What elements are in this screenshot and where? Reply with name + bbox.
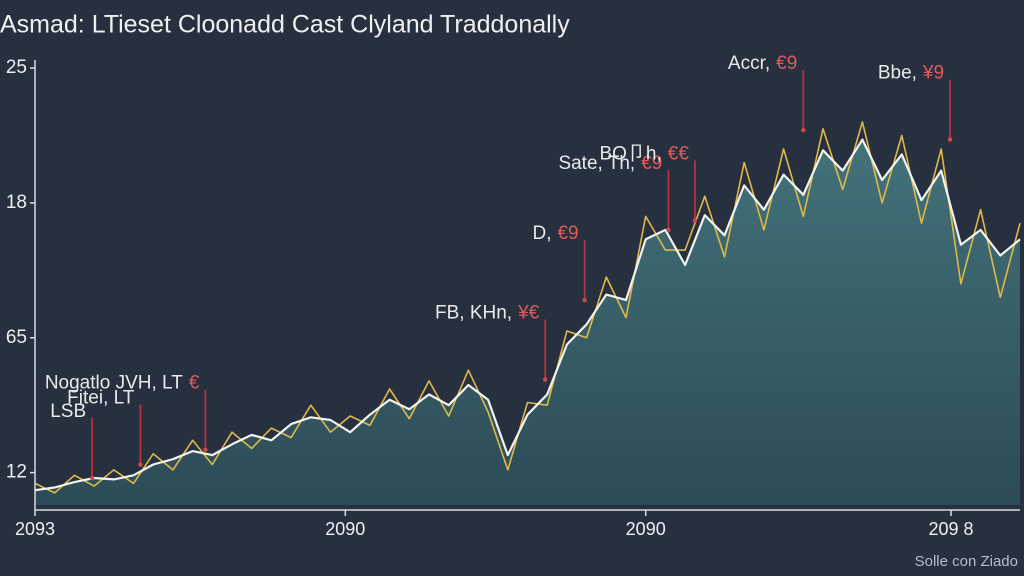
x-tick-label: 2093	[15, 519, 55, 539]
x-tick-label: 209 8	[929, 519, 974, 539]
annotation-point	[692, 218, 698, 223]
annotation-tag: €9	[641, 153, 662, 174]
y-tick-label: 25	[6, 57, 27, 78]
annotation-label: BO卩h, €€	[599, 143, 689, 164]
annotation-label: LSB	[50, 401, 86, 422]
annotation-text: Accr,	[728, 53, 770, 74]
annotation-label: FB, KHn, ¥€	[435, 303, 540, 324]
annotation-label: D, €9	[532, 223, 578, 244]
annotation-point	[543, 377, 548, 382]
y-tick-label: 65	[6, 327, 27, 348]
annotation-point	[203, 447, 208, 452]
footer: Solle con Ziado	[915, 553, 1018, 570]
annotation-tag: €9	[557, 223, 578, 244]
y-tick-label: 12	[6, 462, 27, 483]
y-tick-label: 18	[6, 192, 27, 213]
annotation-point	[582, 297, 587, 303]
annotation-tag: €	[189, 373, 200, 394]
annotation-label: Nogatlo JVH, LT €	[45, 373, 200, 394]
annotation-text: Bbe,	[878, 63, 917, 84]
annotation-tag: ¥€	[517, 303, 540, 324]
annotation-tag: ¥9	[922, 63, 944, 84]
annotation-label: Accr, €9	[728, 53, 797, 74]
annotation-text: BO卩h,	[599, 143, 661, 164]
annotation-text: Nogatlo JVH, LT	[45, 373, 183, 394]
annotation-point	[89, 475, 95, 481]
area	[35, 139, 1020, 505]
x-tick-label: 2090	[325, 519, 365, 539]
annotation-text: FB, KHn,	[435, 303, 512, 324]
annotation-point	[947, 137, 953, 142]
annotation-text: LSB	[50, 401, 86, 422]
annotation-point	[666, 227, 671, 233]
line	[34, 121, 1021, 494]
annotation-label: Fitei, LT	[67, 388, 135, 409]
annotation-text: Fitei, LT	[67, 388, 135, 409]
x-tick-label: 2090	[626, 519, 666, 539]
annotation-label: Bbe, ¥9	[878, 63, 944, 84]
chart-title: Asmad: LTieset Cloonadd Cast Clyland Tra…	[0, 11, 570, 39]
line	[34, 138, 1021, 492]
annotation-text: Sate, Th,	[558, 153, 635, 174]
annotation-point	[138, 462, 143, 467]
annotation-label: Sate, Th, €9	[558, 153, 662, 174]
annotation-text: D,	[532, 223, 551, 244]
annotation-tag: €9	[776, 53, 797, 74]
annotation-tag: €€	[668, 143, 690, 164]
annotation-point	[801, 127, 806, 133]
